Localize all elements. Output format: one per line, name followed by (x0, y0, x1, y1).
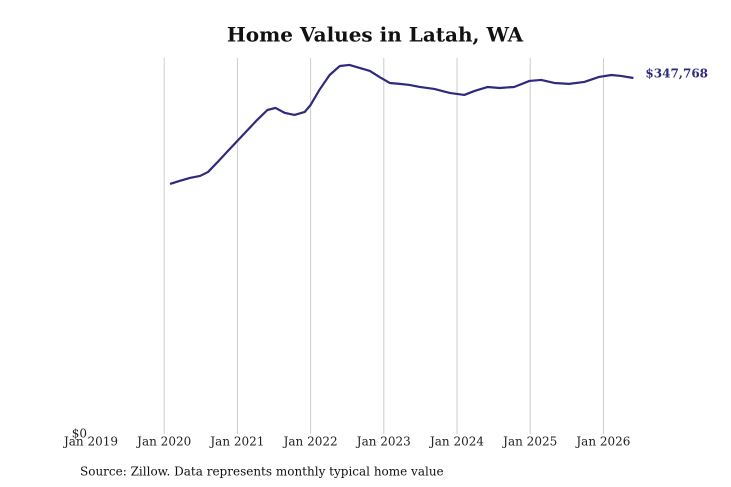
x-tick-label: Jan 2021 (208, 435, 264, 449)
x-tick-label: Jan 2019 (62, 435, 118, 449)
data-line (169, 63, 634, 186)
source-note: Source: Zillow. Data represents monthly … (80, 465, 444, 479)
value-label: $347,768 (645, 66, 708, 80)
x-tick-label: Jan 2020 (135, 435, 191, 449)
chart-title: Home Values in Latah, WA (227, 23, 524, 47)
x-tick-label: Jan 2025 (501, 435, 557, 449)
x-tick-label: Jan 2022 (282, 435, 338, 449)
x-tick-label: Jan 2026 (574, 435, 630, 449)
x-tick-label: Jan 2024 (428, 435, 484, 449)
x-tick-label: Jan 2023 (355, 435, 411, 449)
y-tick-label: $0 (72, 427, 87, 441)
